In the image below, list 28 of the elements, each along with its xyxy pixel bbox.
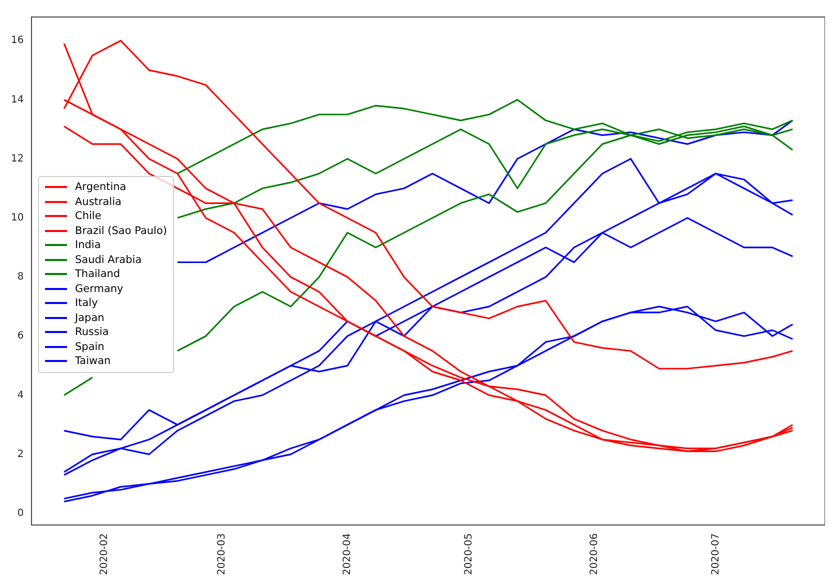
- legend-label: Chile: [75, 209, 102, 224]
- legend-label: Russia: [75, 325, 109, 340]
- legend-label: Australia: [75, 194, 122, 209]
- y-tick-label: 12: [10, 153, 24, 164]
- x-tick-label: 2020-05: [463, 533, 474, 576]
- legend-label: Italy: [75, 296, 98, 310]
- y-tick-label: 4: [17, 390, 24, 401]
- x-tick-label: 2020-02: [99, 533, 110, 576]
- legend-label: Taiwan: [75, 354, 111, 368]
- legend-label: Spain: [75, 340, 104, 354]
- legend-label: Thailand: [75, 267, 120, 282]
- x-tick-label: 2020-06: [588, 533, 600, 576]
- y-tick-label: 2: [17, 448, 24, 460]
- y-tick-label: 14: [10, 94, 24, 106]
- legend-label: Brazil (Sao Paulo): [75, 224, 167, 238]
- y-tick-label: 16: [10, 35, 24, 46]
- x-tick-label: 2020-03: [216, 533, 228, 576]
- legend-label: India: [75, 238, 101, 252]
- y-tick-label: 0: [17, 508, 24, 519]
- y-tick-label: 10: [10, 212, 24, 224]
- x-tick-label: 2020-07: [710, 533, 722, 576]
- legend-label: Argentina: [75, 180, 126, 194]
- legend-label: Germany: [75, 282, 124, 296]
- y-tick-label: 6: [17, 330, 24, 342]
- legend-label: Japan: [75, 310, 104, 325]
- x-tick-label: 2020-04: [342, 533, 354, 576]
- y-tick-label: 8: [17, 272, 24, 283]
- legend-label: Saudi Arabia: [75, 252, 142, 267]
